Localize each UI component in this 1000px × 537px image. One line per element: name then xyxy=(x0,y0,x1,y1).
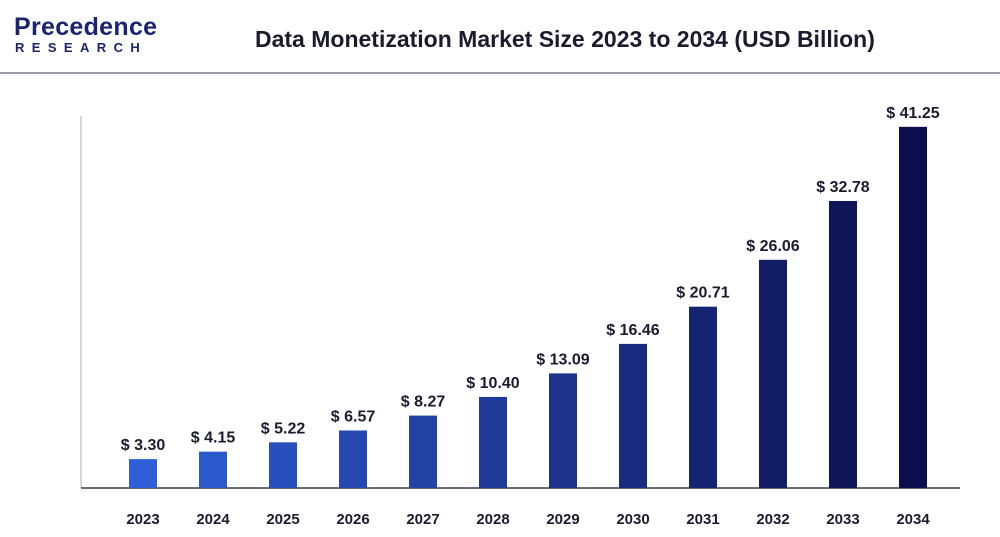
bar-2032 xyxy=(759,260,787,488)
bar-chart: $ 3.30 $ 4.15 $ 5.22 $ 6.57 $ 8.27 $ 10.40 $ 1… xyxy=(0,74,1000,537)
x-tick-labels-group: 2023 2024 2025 2026 2027 2028 2029 2030 2031 2032… xyxy=(126,511,930,528)
bar-2033 xyxy=(829,201,857,488)
bar-2027 xyxy=(409,416,437,488)
value-label-2033: $ 32.78 xyxy=(816,179,869,196)
x-tick-2034: 2034 xyxy=(896,511,930,528)
header: Precedence RESEARCH Data Monetization Ma… xyxy=(0,0,1000,72)
value-label-2023: $ 3.30 xyxy=(121,437,166,454)
logo-wordmark: Precedence xyxy=(14,14,157,40)
x-tick-2031: 2031 xyxy=(686,511,719,528)
value-label-2025: $ 5.22 xyxy=(261,420,306,437)
bar-2028 xyxy=(479,397,507,488)
bar-2023 xyxy=(129,459,157,488)
value-label-2034: $ 41.25 xyxy=(886,105,939,122)
value-label-2027: $ 8.27 xyxy=(401,394,446,411)
bars-group xyxy=(129,127,927,488)
precedence-research-logo: Precedence RESEARCH xyxy=(14,14,164,58)
bar-2029 xyxy=(549,373,577,488)
x-tick-2025: 2025 xyxy=(266,511,299,528)
bar-2026 xyxy=(339,430,367,488)
x-tick-2029: 2029 xyxy=(546,511,579,528)
value-label-2026: $ 6.57 xyxy=(331,408,376,425)
x-tick-2030: 2030 xyxy=(616,511,649,528)
value-label-2028: $ 10.40 xyxy=(466,375,519,392)
value-label-2030: $ 16.46 xyxy=(606,322,659,339)
x-tick-2024: 2024 xyxy=(196,511,230,528)
x-tick-2026: 2026 xyxy=(336,511,369,528)
bar-2025 xyxy=(269,442,297,488)
bar-2024 xyxy=(199,452,227,488)
x-tick-2027: 2027 xyxy=(406,511,439,528)
value-label-2032: $ 26.06 xyxy=(746,238,799,255)
logo-subtext: RESEARCH xyxy=(15,41,147,55)
value-labels-group: $ 3.30 $ 4.15 $ 5.22 $ 6.57 $ 8.27 $ 10.40 $ 1… xyxy=(121,105,940,454)
value-label-2024: $ 4.15 xyxy=(191,430,236,447)
x-tick-2033: 2033 xyxy=(826,511,859,528)
value-label-2031: $ 20.71 xyxy=(676,285,729,302)
bar-2030 xyxy=(619,344,647,488)
chart-title: Data Monetization Market Size 2023 to 20… xyxy=(255,26,875,53)
x-tick-2028: 2028 xyxy=(476,511,509,528)
value-label-2029: $ 13.09 xyxy=(536,351,589,368)
bar-2031 xyxy=(689,307,717,488)
bar-2034 xyxy=(899,127,927,488)
x-tick-2023: 2023 xyxy=(126,511,159,528)
x-tick-2032: 2032 xyxy=(756,511,789,528)
